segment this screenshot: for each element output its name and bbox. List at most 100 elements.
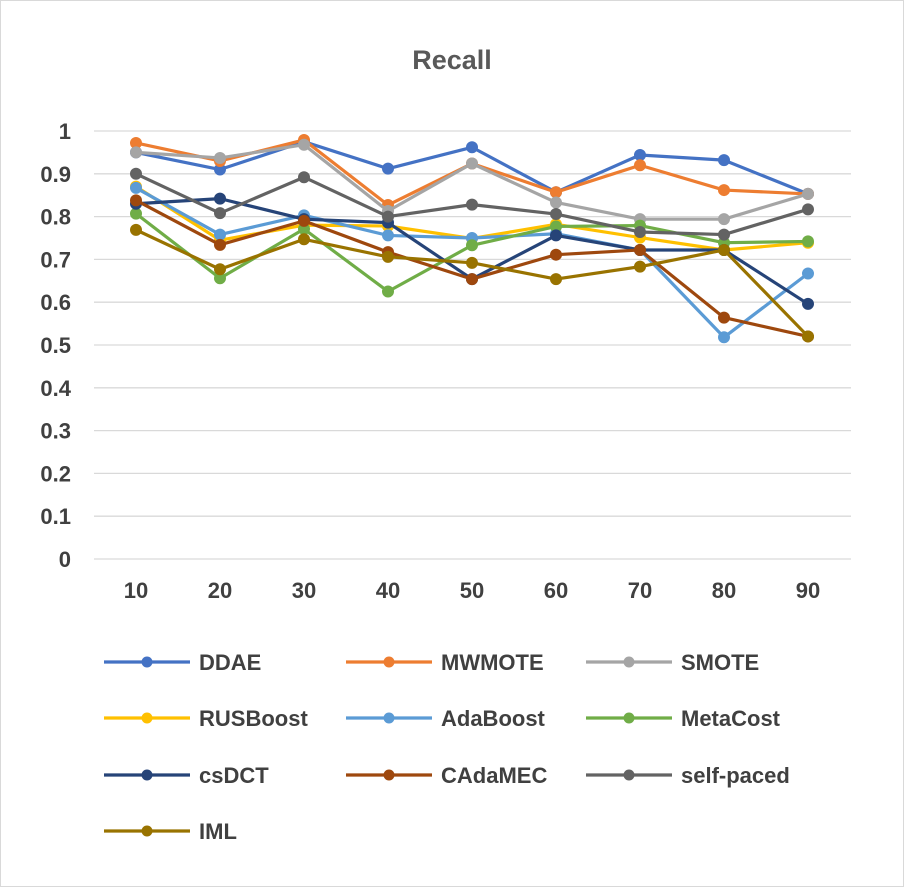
legend-swatch-marker (383, 712, 395, 724)
data-point (550, 229, 562, 242)
data-point (718, 154, 730, 167)
legend-entry: IML (104, 819, 237, 844)
data-point (130, 167, 142, 180)
data-point (382, 210, 394, 223)
legend-entry: AdaBoost (346, 706, 546, 731)
legend-swatch-marker (623, 769, 635, 781)
data-point (802, 235, 814, 248)
y-tick-label: 0.2 (40, 461, 71, 486)
data-point (214, 151, 226, 164)
series-iml (130, 223, 814, 343)
x-tick-label: 30 (292, 578, 316, 603)
legend-entry: MWMOTE (346, 650, 544, 675)
x-tick-label: 40 (376, 578, 400, 603)
data-point (382, 285, 394, 298)
series-self-paced (130, 167, 814, 241)
y-tick-label: 0.1 (40, 504, 71, 529)
data-point (802, 297, 814, 310)
legend-swatch-marker (383, 769, 395, 781)
legend-swatch-marker (141, 656, 153, 668)
data-point (466, 157, 478, 170)
data-point (382, 250, 394, 263)
data-point (634, 243, 646, 256)
data-point (802, 203, 814, 216)
data-point (718, 243, 730, 256)
x-axis: 10 20 30 40 50 60 70 80 90 (124, 578, 820, 603)
legend-label: RUSBoost (199, 706, 308, 731)
legend-label: SMOTE (681, 650, 759, 675)
data-point (298, 138, 310, 151)
data-point (214, 228, 226, 241)
data-point (298, 214, 310, 227)
data-point (466, 198, 478, 211)
data-point (550, 273, 562, 286)
data-point (634, 260, 646, 273)
y-tick-label: 0.6 (40, 290, 71, 315)
legend-entry: SMOTE (586, 650, 759, 675)
data-point (298, 171, 310, 184)
x-tick-label: 10 (124, 578, 148, 603)
y-axis: 0 0.1 0.2 0.3 0.4 0.5 0.6 0.7 0.8 0.9 1 (40, 119, 71, 572)
x-tick-label: 20 (208, 578, 232, 603)
x-tick-label: 70 (628, 578, 652, 603)
data-point (802, 187, 814, 200)
legend-swatch-marker (383, 656, 395, 668)
data-point (718, 213, 730, 226)
data-point (466, 256, 478, 269)
y-tick-label: 0.7 (40, 247, 71, 272)
chart-title: Recall (412, 45, 492, 75)
legend-label: MWMOTE (441, 650, 544, 675)
legend-entry: self-paced (586, 763, 790, 788)
data-point (550, 208, 562, 221)
data-point (130, 146, 142, 159)
y-tick-label: 0.9 (40, 162, 71, 187)
data-point (214, 207, 226, 220)
legend-swatch-marker (141, 712, 153, 724)
data-point (634, 226, 646, 239)
data-point (718, 331, 730, 344)
data-point (802, 267, 814, 280)
data-point (550, 196, 562, 209)
legend-swatch-marker (141, 825, 153, 837)
y-tick-label: 0.3 (40, 419, 71, 444)
data-point (466, 239, 478, 252)
x-tick-label: 50 (460, 578, 484, 603)
data-point (130, 223, 142, 236)
data-point (802, 330, 814, 343)
legend-entry: csDCT (104, 763, 269, 788)
data-point (550, 248, 562, 261)
x-tick-label: 80 (712, 578, 736, 603)
legend-label: IML (199, 819, 237, 844)
legend-entry: MetaCost (586, 706, 781, 731)
data-point (130, 181, 142, 194)
legend-label: AdaBoost (441, 706, 546, 731)
data-point (466, 141, 478, 154)
data-point (718, 184, 730, 197)
legend-swatch-marker (623, 656, 635, 668)
x-tick-label: 60 (544, 578, 568, 603)
data-point (214, 192, 226, 205)
gridlines (94, 130, 851, 560)
legend-label: CAdaMEC (441, 763, 547, 788)
data-point (550, 186, 562, 199)
legend-label: csDCT (199, 763, 269, 788)
data-point (466, 273, 478, 286)
legend-label: self-paced (681, 763, 790, 788)
legend-entry: RUSBoost (104, 706, 308, 731)
data-point (382, 162, 394, 175)
data-point (130, 194, 142, 207)
data-point (634, 148, 646, 161)
y-tick-label: 0.4 (40, 376, 71, 401)
data-point (718, 228, 730, 241)
x-tick-label: 90 (796, 578, 820, 603)
legend-swatch-marker (141, 769, 153, 781)
legend-swatch-marker (623, 712, 635, 724)
y-tick-label: 0.8 (40, 205, 71, 230)
legend: DDAE MWMOTE SMOTE RUSBoost AdaBoost MetaCost c… (104, 650, 790, 844)
legend-label: DDAE (199, 650, 261, 675)
legend-entry: DDAE (104, 650, 261, 675)
y-tick-label: 1 (59, 119, 71, 144)
data-point (298, 233, 310, 246)
